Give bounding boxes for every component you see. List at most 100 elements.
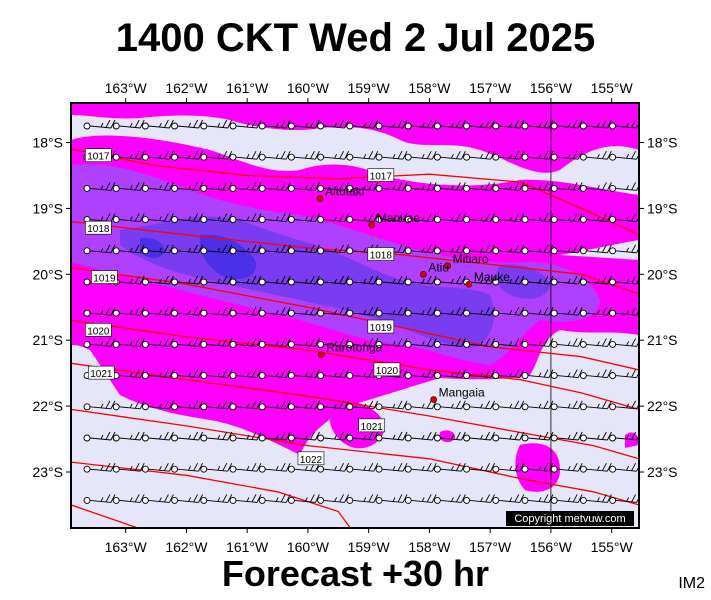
wind-station-circle (229, 496, 237, 504)
isobar-label-box (85, 220, 112, 235)
wind-barb-feather (426, 462, 432, 471)
wind-barb (433, 369, 466, 380)
wind-barb-feather (626, 247, 630, 253)
wind-station-circle (579, 465, 587, 473)
wind-barb (433, 244, 466, 255)
wind-barb-feather (227, 150, 233, 160)
wind-barb-feather (368, 150, 374, 159)
wind-barb-feather (198, 462, 204, 472)
wind-barb-feather (304, 122, 308, 128)
wind-station-circle (463, 153, 471, 161)
wind-barb (521, 369, 554, 380)
isobar-label-box (297, 451, 325, 466)
wind-barb-staff (440, 375, 462, 379)
wind-barb (200, 338, 233, 348)
wind-barb-feather (538, 309, 542, 315)
wind-station-circle (550, 153, 558, 161)
wind-barb-feather (567, 247, 571, 253)
wind-barb-feather (572, 462, 578, 471)
wind-barb-staff (294, 468, 316, 472)
wind-station-circle (404, 122, 412, 130)
wind-barb-feather (421, 309, 425, 315)
map-frame (70, 102, 640, 529)
wind-station-circle (433, 247, 441, 255)
wind-barb-feather (567, 341, 571, 346)
wind-barb-feather (626, 309, 630, 315)
wind-barb (141, 119, 174, 130)
wind-barb-staff (89, 187, 112, 191)
wind-barb-feather (426, 119, 432, 128)
wind-barb-feather (100, 122, 104, 128)
wind-barb-staff (352, 125, 374, 129)
wind-barb-feather (246, 372, 250, 377)
wind-barb-feather (514, 400, 520, 409)
wind-station-circle (521, 216, 529, 224)
wind-barb-feather (110, 494, 116, 503)
wind-station-circle (550, 403, 558, 411)
wind-barb-staff (557, 468, 579, 472)
wind-barb-feather (392, 153, 396, 159)
wind-barb-feather (373, 462, 379, 472)
wind-barb (609, 369, 639, 380)
wind-barb-feather (100, 341, 104, 346)
wind-barb-feather (193, 431, 198, 440)
wind-barb-feather (631, 275, 636, 284)
wind-barb-feather (134, 182, 140, 191)
isobar-labels: 1017101710181018101910191020102010211021… (85, 148, 401, 466)
lon-tick-label-bottom: 159°W (348, 539, 391, 555)
wind-station-circle (258, 309, 266, 317)
wind-barb-feather (314, 369, 320, 378)
wind-barb-feather (596, 122, 600, 128)
isobar-label-box (358, 418, 386, 433)
wind-barb-feather (275, 309, 279, 315)
wind-barb-feather (227, 494, 233, 503)
place-marker (420, 271, 427, 278)
wind-barb-staff (294, 281, 316, 285)
wind-barb-feather (285, 213, 291, 222)
wind-barb-feather (158, 309, 162, 315)
wind-barb-feather (602, 182, 607, 191)
wind-barb (200, 494, 233, 504)
wind-barb-feather (392, 497, 396, 502)
wind-barb-feather (256, 244, 262, 254)
wind-barb-feather (310, 182, 315, 191)
wind-barb (609, 462, 639, 473)
wind-barb-feather (606, 213, 612, 222)
wind-barb-feather (134, 119, 140, 128)
wind-barb (141, 182, 174, 192)
wind-barb (375, 431, 408, 442)
wind-barb-staff (89, 468, 112, 472)
wind-barb-staff (148, 343, 170, 347)
wind-barb-feather (158, 185, 162, 190)
wind-barb-staff (498, 187, 520, 191)
wind-barb-feather (450, 465, 454, 471)
wind-barb-feather (368, 400, 374, 409)
wind-barb-feather (217, 185, 221, 190)
wind-barb-staff (235, 250, 258, 254)
wind-barb-feather (514, 462, 520, 471)
wind-barb (521, 338, 554, 348)
wind-barb-feather (431, 275, 437, 285)
wind-station-circle (346, 122, 354, 130)
wind-barb-feather (339, 275, 344, 284)
wind-barb-feather (509, 372, 513, 377)
wind-barb-feather (275, 465, 279, 471)
wind-barb (404, 431, 437, 442)
wind-barb-feather (285, 182, 291, 191)
wind-barb-staff (352, 281, 374, 285)
wind-station-circle (404, 309, 412, 317)
wind-barb-staff (323, 499, 345, 503)
wind-barb-staff (323, 437, 345, 441)
wind-barb-feather (373, 400, 379, 410)
wind-barb-feather (368, 369, 374, 378)
wind-barb-feather (222, 275, 228, 284)
wind-barb (229, 462, 262, 473)
wind-station-circle (229, 216, 237, 224)
wind-station-circle (200, 122, 208, 130)
wind-barb (550, 244, 583, 255)
wind-barb-feather (217, 247, 221, 253)
wind-barb (521, 213, 554, 224)
wind-barb-feather (285, 400, 291, 410)
wind-barb-feather (596, 497, 600, 502)
wind-station-circle (200, 465, 208, 473)
